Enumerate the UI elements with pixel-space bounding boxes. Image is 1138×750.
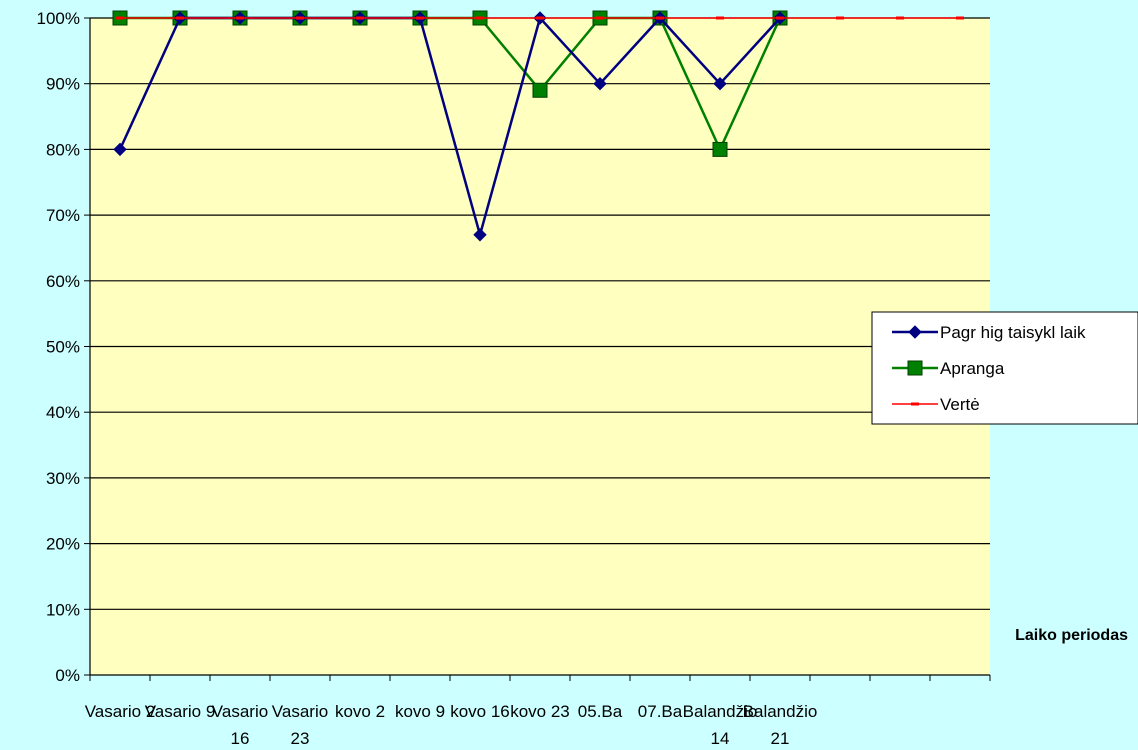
data-point	[836, 16, 844, 20]
legend-marker	[911, 402, 919, 406]
series-diamond	[113, 11, 787, 242]
data-point	[296, 16, 304, 20]
y-tick-label: 90%	[46, 75, 80, 94]
legend-label: Apranga	[940, 359, 1005, 378]
y-tick-label: 30%	[46, 469, 80, 488]
x-tick-label: Balandžio	[743, 702, 818, 721]
y-tick-label: 80%	[46, 140, 80, 159]
x-tick-label: kovo 16	[450, 702, 510, 721]
legend-marker	[907, 360, 923, 376]
y-tick-label: 100%	[37, 9, 80, 28]
data-point	[356, 16, 364, 20]
data-point	[532, 82, 548, 98]
x-tick-label: Balandžio	[683, 702, 758, 721]
data-point	[416, 16, 424, 20]
data-point	[113, 142, 127, 157]
x-tick-label: 21	[771, 729, 790, 748]
x-tick-label: kovo 9	[395, 702, 445, 721]
data-point	[956, 16, 964, 20]
legend-label: Pagr hig taisykl laik	[940, 323, 1086, 342]
x-tick-label: Vasario 2	[85, 702, 156, 721]
x-tick-label: Vasario	[212, 702, 268, 721]
y-tick-label: 0%	[55, 666, 80, 685]
data-point	[176, 16, 184, 20]
data-point	[896, 16, 904, 20]
legend-item: Pagr hig taisykl laik	[892, 323, 1086, 342]
data-point	[116, 16, 124, 20]
y-tick-label: 40%	[46, 403, 80, 422]
data-point	[536, 16, 544, 20]
y-tick-label: 60%	[46, 272, 80, 291]
data-point	[716, 16, 724, 20]
data-point	[473, 228, 487, 242]
legend: Pagr hig taisykl laik Apranga Vertė	[871, 311, 1138, 425]
x-axis-title: Laiko periodas	[1015, 627, 1128, 644]
legend-item: Vertė	[892, 395, 980, 414]
x-tick-label: 16	[231, 729, 250, 748]
y-axis: 0% 10% 20% 30% 40% 50% 60% 70% 80% 90% 100%	[37, 9, 91, 685]
data-point	[656, 16, 664, 20]
y-tick-label: 70%	[46, 206, 80, 225]
x-tick-label: 23	[291, 729, 310, 748]
legend-marker	[908, 325, 922, 339]
x-tick-label: 07.Ba	[638, 702, 683, 721]
data-point	[713, 76, 727, 91]
legend-item: Apranga	[892, 359, 1005, 378]
y-tick-label: 20%	[46, 535, 80, 554]
series-layer	[112, 10, 964, 242]
data-point	[776, 16, 784, 20]
gridlines	[90, 17, 990, 610]
legend-label: Vertė	[940, 395, 980, 414]
y-tick-label: 50%	[46, 338, 80, 357]
series-dash	[116, 16, 964, 20]
x-tick-label: 14	[711, 729, 730, 748]
data-point	[712, 141, 728, 157]
data-point	[476, 16, 484, 20]
x-tick-label: kovo 2	[335, 702, 385, 721]
x-tick-label: 05.Ba	[578, 702, 623, 721]
x-tick-label: kovo 23	[510, 702, 570, 721]
data-point	[236, 16, 244, 20]
y-tick-label: 10%	[46, 600, 80, 619]
data-point	[596, 16, 604, 20]
data-point	[593, 76, 607, 91]
x-tick-label: Vasario	[272, 702, 328, 721]
x-tick-label: Vasario 9	[145, 702, 216, 721]
